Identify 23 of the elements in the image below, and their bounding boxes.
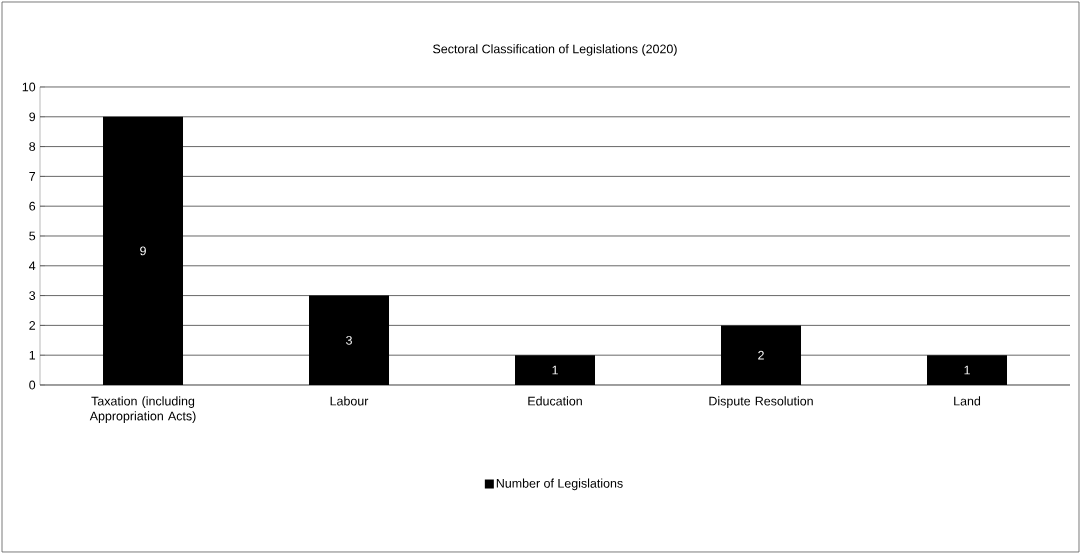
chart-title: Sectoral Classification of Legislations (2020) bbox=[433, 44, 677, 56]
data-label: 1 bbox=[964, 365, 970, 375]
y-tick-label: 6 bbox=[29, 201, 36, 211]
legend-label: Number of Legislations bbox=[496, 478, 623, 491]
y-tick-label: 5 bbox=[29, 231, 36, 241]
data-label: 2 bbox=[758, 350, 764, 360]
y-tick-label: 0 bbox=[29, 380, 36, 390]
data-label: 9 bbox=[140, 246, 146, 256]
y-tick-label: 4 bbox=[29, 261, 36, 271]
data-label: 1 bbox=[552, 365, 558, 375]
y-tick-label: 1 bbox=[29, 350, 36, 360]
x-tick-label: Taxation (including Appropriation Acts) bbox=[89, 396, 196, 423]
y-tick-label: 10 bbox=[22, 82, 36, 92]
y-tick-label: 2 bbox=[29, 321, 36, 330]
y-tick-label: 8 bbox=[29, 142, 36, 151]
y-tick-label: 9 bbox=[29, 112, 36, 122]
y-tick-label: 7 bbox=[29, 172, 36, 181]
data-label: 3 bbox=[346, 335, 352, 345]
y-tick-label: 3 bbox=[29, 291, 36, 300]
x-tick-label: Dispute Resolution bbox=[709, 396, 813, 408]
x-tick-label: Labour bbox=[330, 396, 369, 406]
x-tick-label: Education bbox=[528, 396, 582, 406]
x-tick-label: Land bbox=[954, 396, 981, 406]
